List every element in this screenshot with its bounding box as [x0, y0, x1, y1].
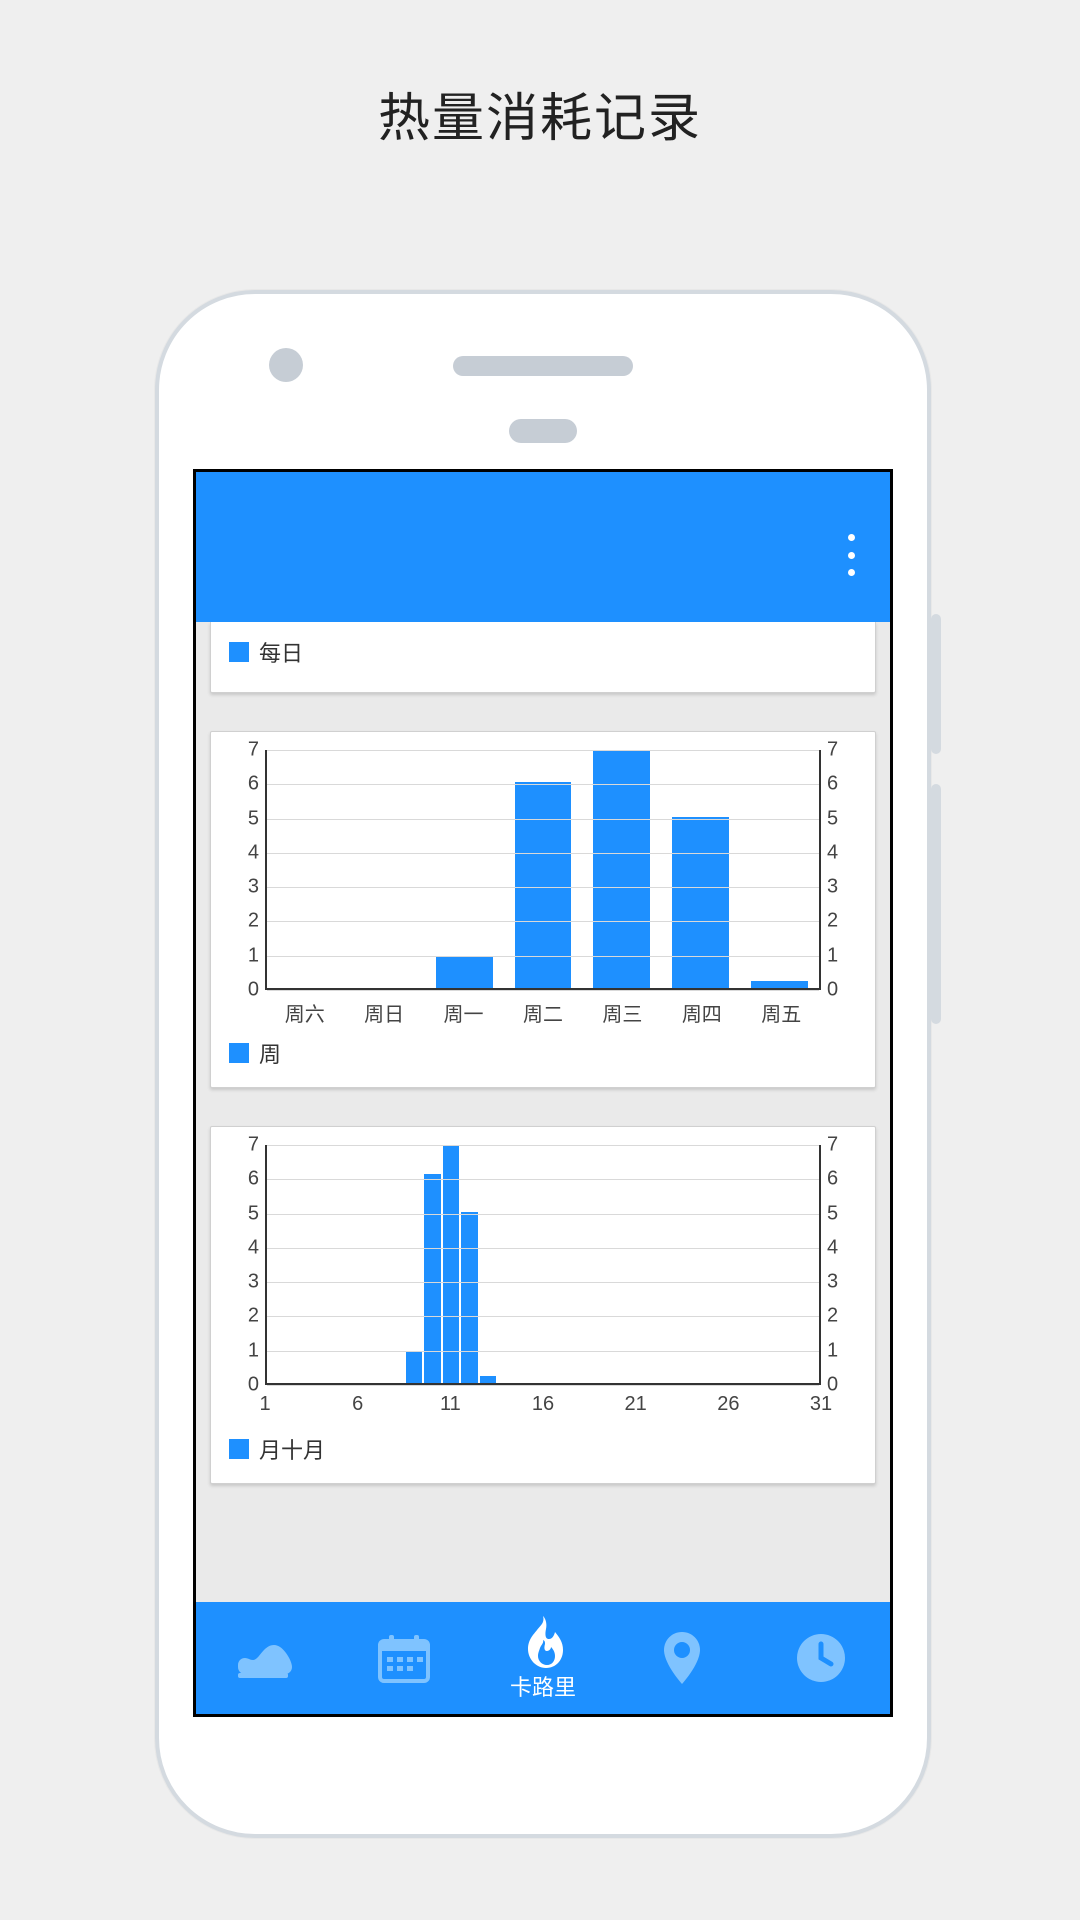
week-bar [751, 981, 808, 988]
month-bar [480, 1376, 497, 1383]
nav-item-clock[interactable] [751, 1602, 890, 1714]
month-bar [461, 1212, 478, 1383]
month-xtick: 21 [625, 1393, 647, 1416]
month-chart: 01234567 01234567 [229, 1145, 857, 1385]
week-bar [672, 817, 729, 988]
phone-speaker [453, 356, 633, 376]
phone-frame: 每日 01234567 01234567 周六周日周一周二周三周四周五 [155, 290, 931, 1838]
month-xtick: 11 [440, 1393, 461, 1416]
legend-label-week: 周 [259, 1037, 281, 1069]
shoe-icon [234, 1635, 296, 1681]
week-chart: 01234567 01234567 [229, 750, 857, 990]
phone-camera-dot [269, 348, 303, 382]
week-bar [515, 782, 572, 988]
week-bar [436, 957, 493, 988]
daily-card: 每日 [210, 622, 876, 693]
month-yaxis-right: 01234567 [821, 1145, 857, 1385]
nav-item-pin[interactable] [612, 1602, 751, 1714]
month-plot [265, 1145, 821, 1385]
week-xaxis: 周六周日周一周二周三周四周五 [265, 998, 821, 1027]
nav-item-shoe[interactable] [196, 1602, 335, 1714]
month-bar [406, 1352, 423, 1383]
week-xtick: 周三 [583, 998, 662, 1027]
legend-swatch [229, 1439, 249, 1459]
month-bar [443, 1146, 460, 1383]
phone-sensor-pill [509, 419, 577, 443]
bottom-nav: 卡路里 [196, 1602, 890, 1714]
month-xtick: 1 [259, 1393, 270, 1416]
legend-label-daily: 每日 [259, 636, 303, 668]
week-xtick: 周五 [742, 998, 821, 1027]
more-menu-button[interactable] [836, 534, 866, 576]
week-bar [593, 751, 650, 988]
pin-icon [660, 1630, 704, 1686]
legend-label-month: 月十月 [259, 1433, 325, 1465]
week-card: 01234567 01234567 周六周日周一周二周三周四周五 周 [210, 731, 876, 1088]
week-xtick: 周二 [503, 998, 582, 1027]
week-plot [265, 750, 821, 990]
app-screen: 每日 01234567 01234567 周六周日周一周二周三周四周五 [193, 469, 893, 1717]
week-yaxis-right: 01234567 [821, 750, 857, 990]
week-xtick: 周六 [265, 998, 344, 1027]
nav-item-calendar[interactable] [335, 1602, 474, 1714]
week-yaxis-left: 01234567 [229, 750, 265, 990]
week-xtick: 周四 [662, 998, 741, 1027]
nav-label: 卡路里 [510, 1670, 576, 1702]
page-title: 热量消耗记录 [0, 76, 1080, 151]
month-xaxis: 161116212631 [265, 1393, 821, 1423]
month-xtick: 6 [352, 1393, 363, 1416]
legend-swatch [229, 642, 249, 662]
month-xtick: 26 [717, 1393, 739, 1416]
calendar-icon [377, 1633, 431, 1683]
phone-side-button [931, 614, 941, 754]
week-xtick: 周日 [344, 998, 423, 1027]
month-xtick: 31 [810, 1393, 832, 1416]
app-bar [196, 472, 890, 622]
fire-icon [518, 1614, 568, 1670]
month-xtick: 16 [532, 1393, 554, 1416]
clock-icon [795, 1632, 847, 1684]
month-yaxis-left: 01234567 [229, 1145, 265, 1385]
week-xtick: 周一 [424, 998, 503, 1027]
phone-side-button [931, 784, 941, 1024]
legend-swatch [229, 1043, 249, 1063]
month-card: 01234567 01234567 161116212631 月十月 [210, 1126, 876, 1484]
nav-item-fire[interactable]: 卡路里 [474, 1602, 613, 1714]
